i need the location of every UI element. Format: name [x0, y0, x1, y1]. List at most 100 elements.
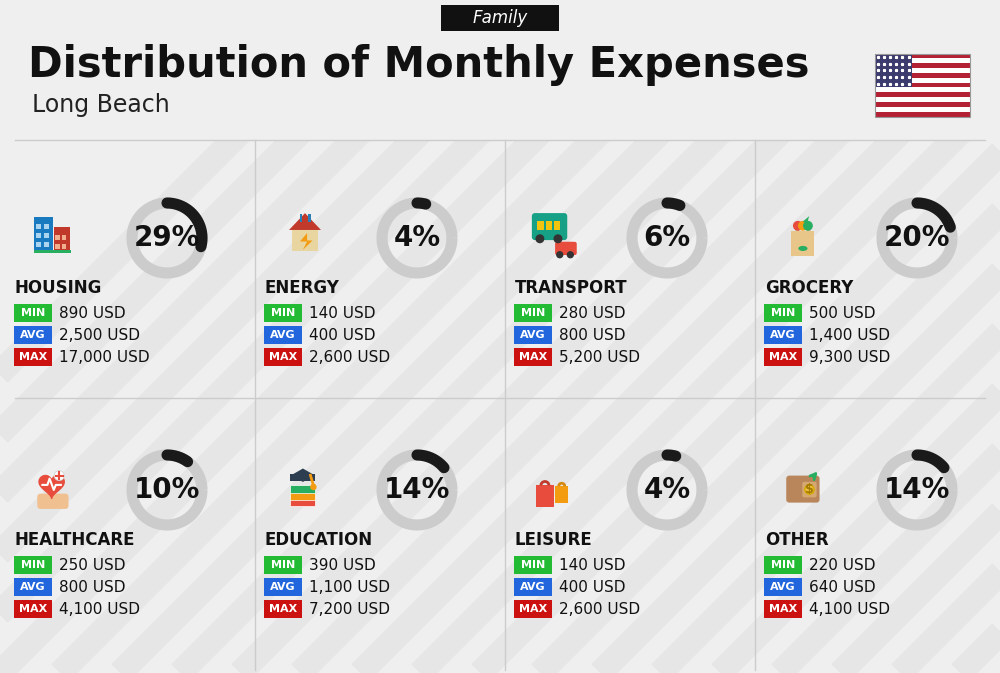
- Ellipse shape: [798, 246, 808, 251]
- Text: AVG: AVG: [20, 330, 46, 340]
- Text: MAX: MAX: [519, 604, 547, 614]
- Text: MAX: MAX: [519, 352, 547, 362]
- FancyBboxPatch shape: [764, 600, 802, 618]
- Text: AVG: AVG: [770, 330, 796, 340]
- Text: 29%: 29%: [134, 224, 200, 252]
- Text: LEISURE: LEISURE: [515, 531, 593, 549]
- FancyBboxPatch shape: [764, 304, 802, 322]
- FancyBboxPatch shape: [290, 499, 315, 507]
- Text: 800 USD: 800 USD: [559, 328, 626, 343]
- FancyBboxPatch shape: [55, 235, 60, 240]
- FancyBboxPatch shape: [536, 485, 554, 507]
- Text: 5,200 USD: 5,200 USD: [559, 349, 640, 365]
- FancyBboxPatch shape: [308, 214, 311, 222]
- FancyBboxPatch shape: [290, 474, 315, 481]
- Text: AVG: AVG: [270, 330, 296, 340]
- Text: 6%: 6%: [643, 224, 691, 252]
- FancyBboxPatch shape: [514, 348, 552, 366]
- FancyBboxPatch shape: [875, 53, 912, 87]
- FancyBboxPatch shape: [441, 5, 559, 31]
- Text: 10%: 10%: [134, 476, 200, 504]
- Text: MIN: MIN: [271, 560, 295, 570]
- FancyBboxPatch shape: [532, 213, 567, 240]
- Text: 4%: 4%: [643, 476, 691, 504]
- Text: 250 USD: 250 USD: [59, 557, 126, 573]
- FancyBboxPatch shape: [764, 348, 802, 366]
- FancyBboxPatch shape: [875, 53, 970, 59]
- Text: 280 USD: 280 USD: [559, 306, 626, 320]
- FancyBboxPatch shape: [62, 235, 66, 240]
- FancyBboxPatch shape: [36, 233, 41, 238]
- FancyBboxPatch shape: [290, 485, 315, 493]
- FancyBboxPatch shape: [764, 326, 802, 344]
- FancyBboxPatch shape: [514, 600, 552, 618]
- FancyBboxPatch shape: [264, 326, 302, 344]
- FancyBboxPatch shape: [875, 68, 970, 73]
- Circle shape: [557, 252, 563, 258]
- Circle shape: [54, 470, 64, 481]
- FancyBboxPatch shape: [44, 224, 49, 229]
- FancyBboxPatch shape: [36, 224, 41, 229]
- Text: MIN: MIN: [771, 308, 795, 318]
- FancyBboxPatch shape: [875, 102, 970, 107]
- Circle shape: [805, 485, 814, 494]
- Text: Distribution of Monthly Expenses: Distribution of Monthly Expenses: [28, 44, 810, 86]
- Text: 800 USD: 800 USD: [59, 579, 126, 594]
- Circle shape: [794, 221, 802, 230]
- Text: AVG: AVG: [520, 582, 546, 592]
- Text: 2,600 USD: 2,600 USD: [309, 349, 390, 365]
- Polygon shape: [289, 213, 321, 230]
- Text: MIN: MIN: [271, 308, 295, 318]
- Circle shape: [554, 235, 562, 242]
- Text: 390 USD: 390 USD: [309, 557, 376, 573]
- FancyBboxPatch shape: [555, 486, 568, 503]
- FancyBboxPatch shape: [875, 87, 970, 92]
- FancyBboxPatch shape: [875, 59, 970, 63]
- FancyBboxPatch shape: [875, 73, 970, 77]
- Text: 9,300 USD: 9,300 USD: [809, 349, 890, 365]
- FancyBboxPatch shape: [802, 482, 817, 497]
- Text: 14%: 14%: [384, 476, 450, 504]
- Text: 1,100 USD: 1,100 USD: [309, 579, 390, 594]
- FancyBboxPatch shape: [764, 556, 802, 574]
- Text: 400 USD: 400 USD: [559, 579, 626, 594]
- FancyBboxPatch shape: [62, 244, 66, 249]
- FancyBboxPatch shape: [764, 578, 802, 596]
- Text: 17,000 USD: 17,000 USD: [59, 349, 150, 365]
- FancyBboxPatch shape: [875, 112, 970, 116]
- Text: AVG: AVG: [20, 582, 46, 592]
- Text: 2,500 USD: 2,500 USD: [59, 328, 140, 343]
- FancyBboxPatch shape: [14, 556, 52, 574]
- FancyBboxPatch shape: [875, 77, 970, 83]
- Text: Long Beach: Long Beach: [32, 93, 170, 117]
- FancyBboxPatch shape: [14, 326, 52, 344]
- Text: GROCERY: GROCERY: [765, 279, 853, 297]
- Text: HEALTHCARE: HEALTHCARE: [15, 531, 136, 549]
- Text: 4%: 4%: [393, 224, 441, 252]
- FancyBboxPatch shape: [0, 0, 1000, 140]
- Text: $: $: [805, 483, 814, 496]
- FancyBboxPatch shape: [555, 242, 577, 255]
- Text: 4,100 USD: 4,100 USD: [59, 602, 140, 616]
- FancyBboxPatch shape: [264, 600, 302, 618]
- FancyBboxPatch shape: [875, 83, 970, 87]
- Text: OTHER: OTHER: [765, 531, 829, 549]
- FancyBboxPatch shape: [264, 556, 302, 574]
- Text: 14%: 14%: [884, 476, 950, 504]
- FancyBboxPatch shape: [264, 578, 302, 596]
- FancyBboxPatch shape: [786, 476, 820, 503]
- Circle shape: [311, 485, 316, 489]
- FancyBboxPatch shape: [44, 233, 49, 238]
- FancyBboxPatch shape: [559, 242, 573, 250]
- Polygon shape: [300, 233, 313, 250]
- Polygon shape: [803, 216, 809, 223]
- FancyBboxPatch shape: [514, 326, 552, 344]
- FancyBboxPatch shape: [554, 221, 560, 229]
- Text: MIN: MIN: [521, 308, 545, 318]
- FancyBboxPatch shape: [875, 92, 970, 97]
- Text: HOUSING: HOUSING: [15, 279, 102, 297]
- Text: MAX: MAX: [19, 352, 47, 362]
- Circle shape: [536, 235, 544, 242]
- FancyBboxPatch shape: [44, 242, 49, 247]
- FancyBboxPatch shape: [537, 221, 544, 229]
